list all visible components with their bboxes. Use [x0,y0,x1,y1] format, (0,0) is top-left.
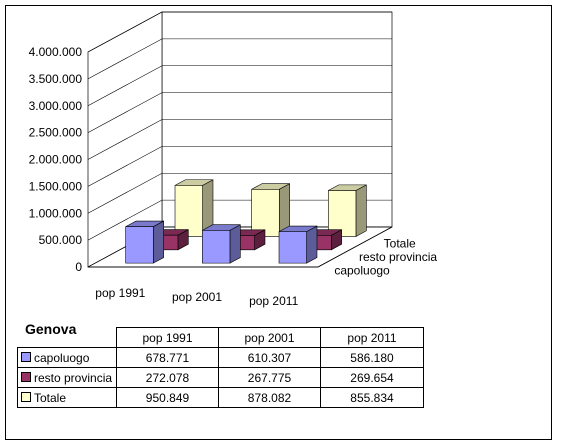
gridline [87,146,392,187]
legend-swatch [21,352,31,363]
bar-Totale-pop-2011 [328,190,357,237]
legend-swatch [21,372,31,383]
y-tick-label: 2.000.000 [29,153,83,167]
table-row: resto provincia 272.078 267.775 269.654 [17,367,424,388]
table-cell: 269.654 [320,367,424,388]
table-row: capoluogo 678.771 610.307 586.180 [17,347,424,368]
gridline [87,92,392,133]
y-tick-label: 3.000.000 [29,99,83,113]
table-cell: 610.307 [218,347,321,368]
table-header: pop 2001 [218,327,321,348]
series-label: Totale [34,390,67,405]
legend-swatch [21,392,31,403]
series-label-cell: Totale [17,387,117,408]
depth-tick-label: Totale [384,237,416,251]
bar-capoluogo-pop-1991 [125,226,154,264]
table-cell: 855.834 [320,387,424,408]
table-cell: 267.775 [218,367,321,388]
series-label-cell: resto provincia [17,367,117,388]
series-label-cell: capoluogo [17,347,117,368]
y-tick-label: 500.000 [39,233,83,247]
table-cell: 678.771 [116,347,219,368]
table-header: pop 1991 [116,327,219,348]
y-tick-label: 4.000.000 [29,45,83,59]
bar-side [355,184,367,237]
table-title: Genova [25,321,77,337]
bar-side [152,220,164,264]
table-header-row: pop 1991 pop 2001 pop 2011 [18,327,424,348]
table-cell: 272.078 [116,367,219,388]
gridline [87,38,392,80]
table-cell: 586.180 [320,347,424,368]
x-tick-label: pop 2001 [172,290,222,304]
table-cell: 878.082 [218,387,321,408]
table-header: pop 2011 [320,327,424,348]
y-tick-label: 0 [75,260,82,274]
gridline [87,172,392,214]
table-cell: 950.849 [116,387,219,408]
y-tick-label: 2.500.000 [29,126,83,140]
x-tick-label: pop 2011 [249,294,298,308]
y-tick-label: 1.000.000 [29,206,83,220]
bar-capoluogo-pop-2001 [202,230,231,264]
series-label: capoluogo [34,350,90,365]
y-tick-label: 3.500.000 [29,72,83,86]
x-tick-label: pop 1991 [95,286,145,300]
bar-side [229,224,241,264]
bar-Totale-pop-2001 [251,188,280,237]
bar-capoluogo-pop-2011 [278,231,307,264]
depth-axis-line [317,226,393,268]
depth-tick-label: capoluogo [334,263,390,277]
gridline [87,199,392,241]
gridline [87,11,392,53]
gridline [87,119,392,160]
series-label: resto provincia [34,370,113,385]
y-tick-label: 1.500.000 [29,179,83,193]
data-table: pop 1991 pop 2001 pop 2011 capoluogo 678… [17,327,424,408]
bar-side [306,225,318,264]
gridline [87,65,392,107]
table-row: Totale 950.849 878.082 855.834 [17,387,424,408]
bar-Totale-pop-1991 [174,185,203,237]
table-corner [18,328,117,348]
depth-tick-label: resto provincia [359,250,437,264]
